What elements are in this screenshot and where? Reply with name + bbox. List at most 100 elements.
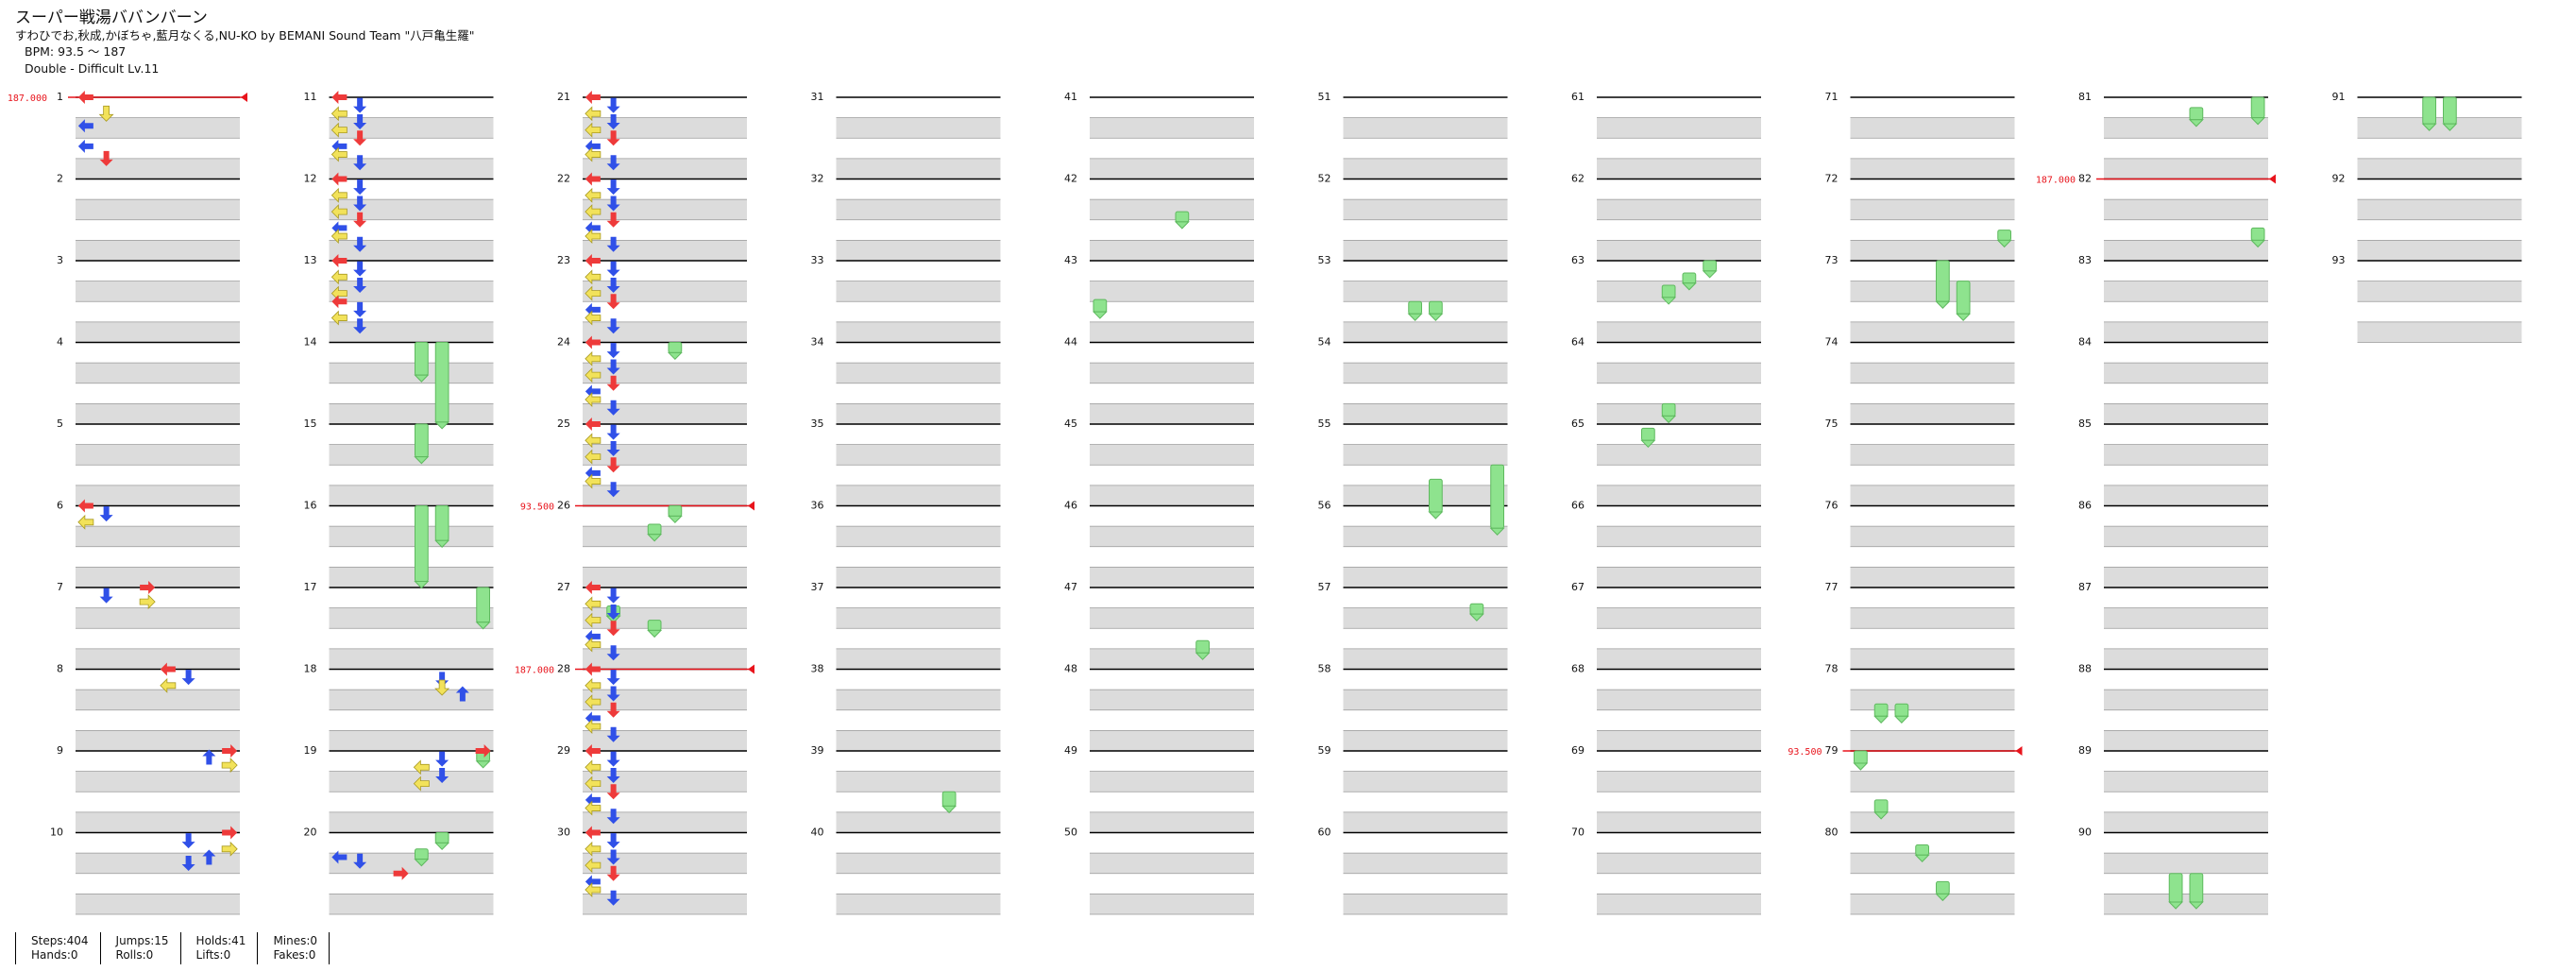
measure-number: 72 <box>1825 173 1839 185</box>
step-arrow-down <box>606 621 620 637</box>
stats-group-jumps: Jumps:15 Rolls:0 <box>99 932 180 964</box>
measure-number: 40 <box>811 826 824 839</box>
beat-shade <box>2104 526 2268 547</box>
step-arrow-left <box>585 122 602 138</box>
step-arrow-down <box>606 155 620 171</box>
arrow-shape <box>585 596 602 612</box>
freeze-arrow-tail <box>1702 270 1718 279</box>
step-arrow-down <box>353 261 367 277</box>
measure-number: 62 <box>1571 173 1585 185</box>
freeze-arrow <box>476 587 490 623</box>
arrow-shape <box>353 179 367 196</box>
step-arrow-down <box>606 849 620 865</box>
measure-number: 26 <box>557 500 570 512</box>
arrow-shape <box>331 221 347 235</box>
freeze-arrow <box>2189 107 2204 121</box>
beat-shade <box>76 485 240 506</box>
freeze-arrow-tail <box>1956 313 1972 321</box>
beat-shade <box>1090 199 1254 220</box>
arrow-shape <box>585 612 602 628</box>
freeze-arrow-tail <box>1489 527 1505 537</box>
arrow-shape <box>353 318 367 334</box>
measure-number: 82 <box>2078 173 2092 185</box>
stat-steps: Steps:404 <box>31 934 89 947</box>
beat-shade <box>836 853 1001 874</box>
measure-number: 78 <box>1825 663 1839 675</box>
step-arrow-down <box>353 196 367 212</box>
freeze-arrow-tail <box>475 760 491 769</box>
measure-number: 53 <box>1318 254 1331 266</box>
measure-number: 5 <box>57 417 63 430</box>
step-arrow-left <box>585 146 602 162</box>
measure-number: 38 <box>811 663 824 675</box>
measure-number: 18 <box>304 663 317 675</box>
measure-number: 66 <box>1571 500 1585 512</box>
freeze-arrow <box>2250 96 2265 119</box>
step-arrow-right <box>221 841 238 857</box>
measure-number: 93 <box>2332 254 2346 266</box>
step-arrow-left <box>330 146 347 162</box>
stat-mines: Mines:0 <box>273 934 318 947</box>
arrow-shape <box>585 269 602 285</box>
step-arrow-down <box>606 751 620 767</box>
beat-shade <box>583 321 747 343</box>
arrow-shape <box>606 343 620 359</box>
step-arrow-left <box>331 254 347 267</box>
arrow-shape <box>160 677 177 693</box>
step-arrow-down <box>434 679 450 696</box>
stats-group-mines: Mines:0 Fakes:0 <box>257 932 330 964</box>
measure-number: 20 <box>304 826 317 839</box>
beat-shade <box>1597 648 1761 670</box>
step-arrow-left <box>585 392 602 408</box>
arrow-shape <box>606 588 620 604</box>
beat-shade <box>1090 363 1254 383</box>
measure-number: 8 <box>57 663 63 675</box>
arrow-shape <box>585 759 602 775</box>
beat-shade <box>2104 894 2268 914</box>
measure-number: 65 <box>1571 417 1585 430</box>
arrow-shape <box>585 826 601 840</box>
beat-shade <box>2357 117 2522 139</box>
measure-number: 1 <box>57 91 63 103</box>
arrow-shape <box>585 139 601 153</box>
arrow-shape <box>330 122 347 138</box>
arrow-shape <box>585 858 602 874</box>
arrow-shape <box>606 726 620 742</box>
arrow-shape <box>606 890 620 906</box>
arrow-shape <box>585 350 602 366</box>
step-arrow-down <box>98 105 114 122</box>
beat-shade <box>1090 526 1254 547</box>
step-arrow-down <box>606 645 620 661</box>
step-arrow-down <box>435 751 449 767</box>
beat-shade <box>1850 690 2015 710</box>
step-arrow-down <box>99 150 113 166</box>
beat-shade <box>1597 117 1761 139</box>
measure-number: 92 <box>2332 173 2346 185</box>
step-arrow-left <box>331 91 347 104</box>
beat-shade <box>76 690 240 710</box>
freeze-arrow <box>1429 300 1443 315</box>
freeze-arrow-tail <box>2421 123 2437 131</box>
step-arrow-up <box>202 749 216 765</box>
beat-shade <box>1850 771 2015 792</box>
measure-number: 21 <box>557 91 570 103</box>
freeze-arrow <box>1469 603 1484 615</box>
arrow-shape <box>99 588 113 604</box>
beat-shade <box>1850 444 2015 466</box>
beat-shade <box>2104 158 2268 179</box>
beat-shade <box>329 567 494 588</box>
step-arrow-left <box>585 91 601 104</box>
step-arrow-left <box>160 662 176 676</box>
measure-number: 56 <box>1318 500 1331 512</box>
beat-shade <box>583 853 747 874</box>
arrow-shape <box>606 784 620 800</box>
step-arrow-left <box>585 335 601 349</box>
beat-shade <box>583 199 747 220</box>
measure-number: 24 <box>557 336 570 349</box>
beat-shade <box>1850 648 2015 670</box>
beat-shade <box>1343 567 1508 588</box>
song-title: スーパー戦湯ババンバーン <box>15 9 208 27</box>
freeze-arrow <box>1429 478 1443 513</box>
step-arrow-left <box>77 119 93 133</box>
arrow-shape <box>606 686 620 702</box>
